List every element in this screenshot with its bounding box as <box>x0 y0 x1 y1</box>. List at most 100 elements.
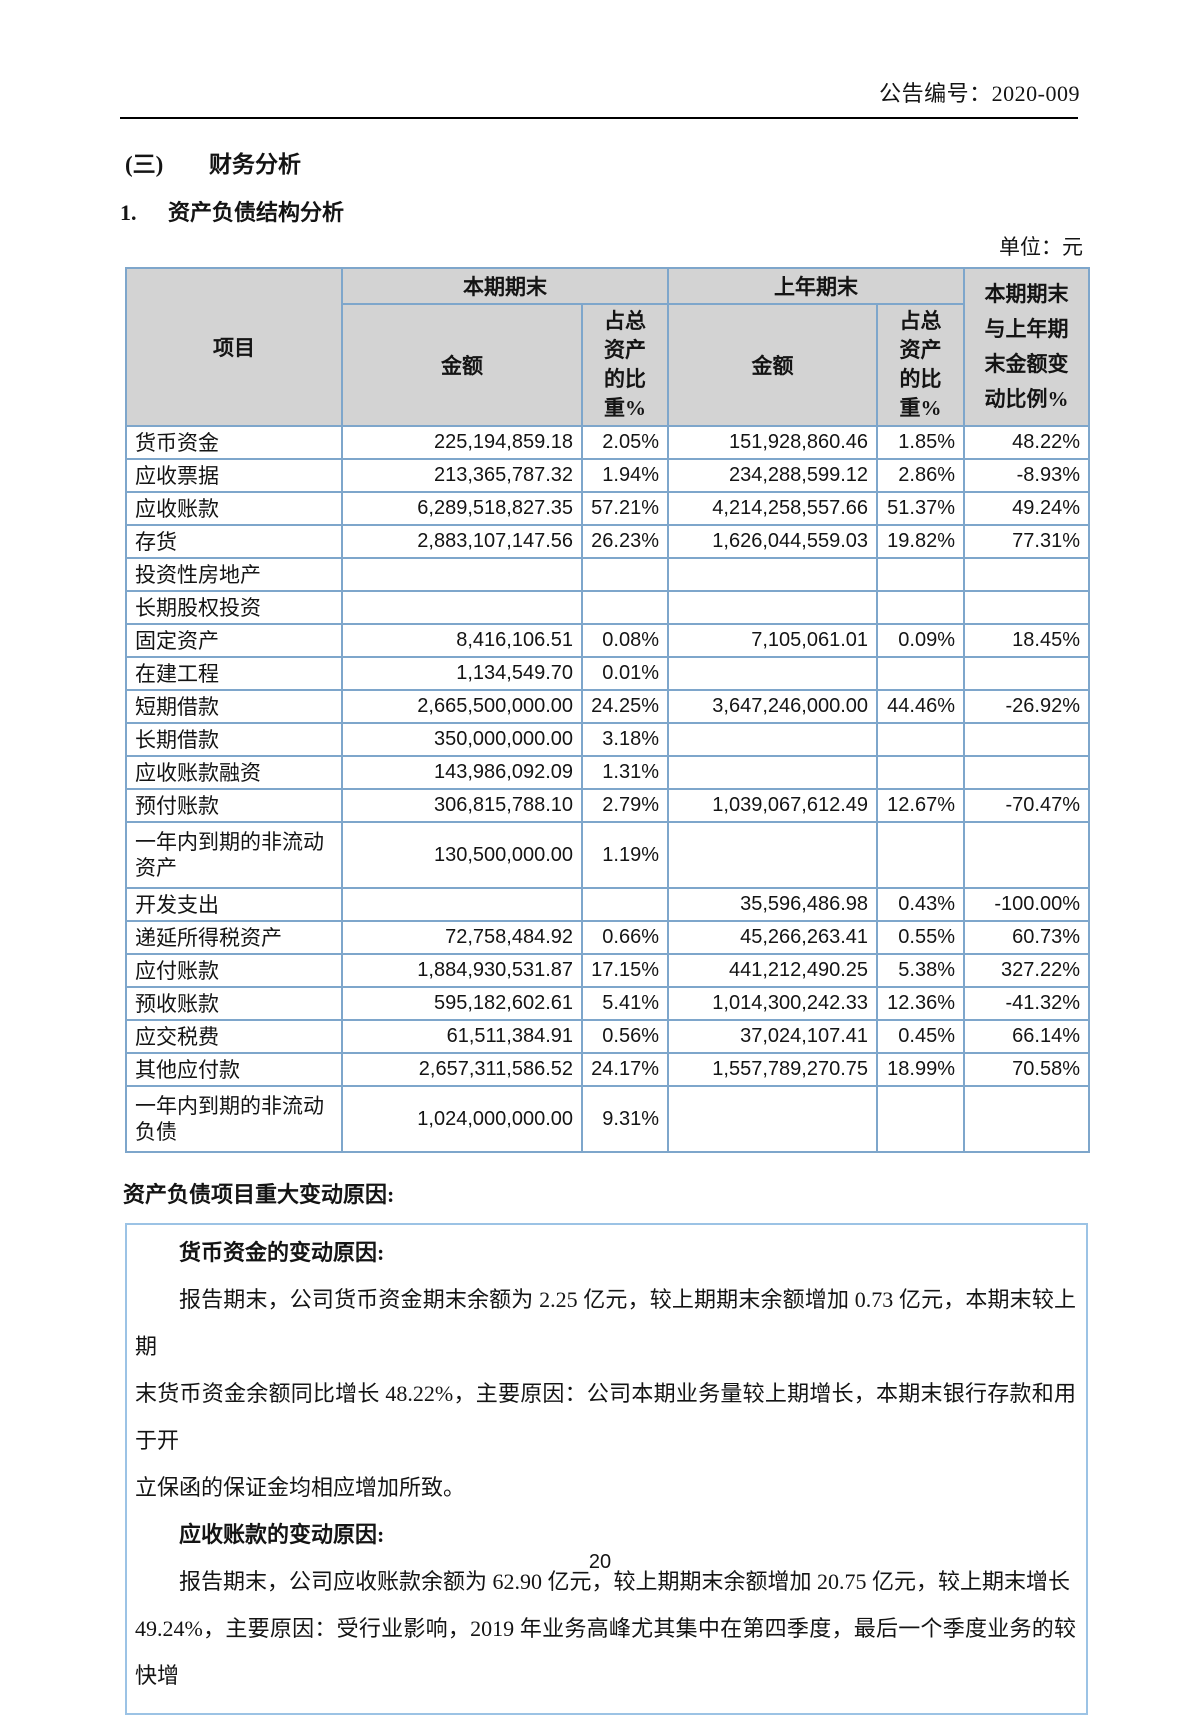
cell-ratio-current: 5.41% <box>581 986 669 1021</box>
header-cell-current-period: 本期期末 <box>341 267 669 305</box>
cell-change-ratio: 18.45% <box>963 623 1090 658</box>
cell-change-ratio <box>963 656 1090 691</box>
reasons-heading: 资产负债项目重大变动原因: <box>123 1182 395 1207</box>
table-row: 其他应付款 2,657,311,586.52 24.17% 1,557,789,270… <box>125 1052 1090 1087</box>
cell-item: 一年内到期的非流动资产 <box>125 821 343 889</box>
cell-change-ratio <box>963 590 1090 625</box>
cell-ratio-prior: 1.85% <box>876 425 965 460</box>
cell-item: 应收账款融资 <box>125 755 343 790</box>
cell-amount-prior <box>667 755 878 790</box>
cell-item: 在建工程 <box>125 656 343 691</box>
cell-change-ratio: 60.73% <box>963 920 1090 955</box>
cell-ratio-prior: 44.46% <box>876 689 965 724</box>
cell-amount-current: 130,500,000.00 <box>341 821 583 889</box>
reason-section-title: 应收账款的变动原因: <box>179 1522 385 1547</box>
cell-change-ratio: 66.14% <box>963 1019 1090 1054</box>
cell-ratio-prior: 18.99% <box>876 1052 965 1087</box>
cell-item: 长期股权投资 <box>125 590 343 625</box>
cell-ratio-current: 2.05% <box>581 425 669 460</box>
page-number: 20 <box>588 1551 612 1573</box>
cell-item: 其他应付款 <box>125 1052 343 1087</box>
table-header-group-row: 项目 本期期末 上年期末 本期期末 与上年期 末金额变 动比例% <box>125 267 1090 427</box>
table-row: 短期借款 2,665,500,000.00 24.25% 3,647,246,000.… <box>125 689 1090 724</box>
reason-section-title: 货币资金的变动原因: <box>179 1240 385 1265</box>
header-cell-amount-current: 金额 <box>341 303 583 427</box>
cell-ratio-prior: 0.43% <box>876 887 965 922</box>
cell-ratio-prior: 0.55% <box>876 920 965 955</box>
table-row: 应收账款融资 143,986,092.09 1.31% <box>125 755 1090 790</box>
cell-amount-current: 350,000,000.00 <box>341 722 583 757</box>
unit-label: 单位：元 <box>999 235 1083 259</box>
cell-amount-current: 306,815,788.10 <box>341 788 583 823</box>
cell-amount-current: 1,024,000,000.00 <box>341 1085 583 1153</box>
cell-ratio-prior <box>876 1085 965 1153</box>
cell-item: 投资性房地产 <box>125 557 343 592</box>
header-rule <box>120 117 1078 119</box>
cell-item: 开发支出 <box>125 887 343 922</box>
cell-change-ratio <box>963 1085 1090 1153</box>
table-header: 项目 本期期末 上年期末 本期期末 与上年期 末金额变 动比例% 金额 占总 资… <box>125 267 1090 427</box>
table-row: 预付账款 306,815,788.10 2.79% 1,039,067,612.49 1… <box>125 788 1090 823</box>
page-content: 公告编号：2020-009 (三) 财务分析 1. 资产负债结构分析 单位：元 项目… <box>120 0 1090 1715</box>
cell-amount-prior: 1,557,789,270.75 <box>667 1052 878 1087</box>
cell-amount-prior: 45,266,263.41 <box>667 920 878 955</box>
cell-amount-current <box>341 590 583 625</box>
header-cell-amount-prior: 金额 <box>667 303 878 427</box>
cell-amount-current: 1,884,930,531.87 <box>341 953 583 988</box>
header-cell-ratio-current: 占总 资产 的比 重% <box>581 303 669 427</box>
cell-amount-prior <box>667 821 878 889</box>
reason-text-line: 立保函的保证金均相应增加所致。 <box>135 1475 466 1500</box>
cell-amount-current: 225,194,859.18 <box>341 425 583 460</box>
subsection-heading: 1. 资产负债结构分析 <box>120 195 1088 227</box>
cell-amount-prior <box>667 656 878 691</box>
cell-amount-current: 1,134,549.70 <box>341 656 583 691</box>
cell-amount-current: 61,511,384.91 <box>341 1019 583 1054</box>
cell-item: 应付账款 <box>125 953 343 988</box>
subsection-title: 资产负债结构分析 <box>168 200 345 225</box>
cell-amount-prior <box>667 722 878 757</box>
cell-amount-current <box>341 557 583 592</box>
cell-amount-prior: 35,596,486.98 <box>667 887 878 922</box>
cell-amount-prior: 234,288,599.12 <box>667 458 878 493</box>
cell-amount-prior: 1,039,067,612.49 <box>667 788 878 823</box>
cell-item: 货币资金 <box>125 425 343 460</box>
cell-amount-current: 595,182,602.61 <box>341 986 583 1021</box>
cell-ratio-prior <box>876 722 965 757</box>
announcement-number: 公告编号：2020-009 <box>879 81 1080 106</box>
reason-text-line: 49.24%，主要原因：受行业影响，2019 年业务高峰尤其集中在第四季度，最后… <box>135 1616 1076 1688</box>
cell-ratio-prior: 19.82% <box>876 524 965 559</box>
cell-amount-current: 6,289,518,827.35 <box>341 491 583 526</box>
cell-ratio-prior <box>876 557 965 592</box>
cell-ratio-current: 1.19% <box>581 821 669 889</box>
cell-ratio-current: 0.66% <box>581 920 669 955</box>
cell-amount-current: 8,416,106.51 <box>341 623 583 658</box>
cell-item: 应收账款 <box>125 491 343 526</box>
cell-amount-current: 143,986,092.09 <box>341 755 583 790</box>
cell-ratio-prior: 51.37% <box>876 491 965 526</box>
reason-text-line: 末货币资金余额同比增长 48.22%，主要原因：公司本期业务量较上期增长，本期末… <box>135 1381 1076 1453</box>
cell-amount-prior <box>667 590 878 625</box>
cell-item: 长期借款 <box>125 722 343 757</box>
section-heading: (三) 财务分析 <box>120 145 1088 179</box>
cell-change-ratio: 77.31% <box>963 524 1090 559</box>
section-number: (三) <box>125 152 164 177</box>
balance-table-body: 货币资金 225,194,859.18 2.05% 151,928,860.46 1.8… <box>125 425 1090 1153</box>
cell-amount-prior: 37,024,107.41 <box>667 1019 878 1054</box>
cell-ratio-current: 2.79% <box>581 788 669 823</box>
table-row: 应收票据 213,365,787.32 1.94% 234,288,599.12 2.8… <box>125 458 1090 493</box>
table-row: 长期借款 350,000,000.00 3.18% <box>125 722 1090 757</box>
cell-change-ratio <box>963 722 1090 757</box>
cell-amount-prior: 1,014,300,242.33 <box>667 986 878 1021</box>
cell-item: 预付账款 <box>125 788 343 823</box>
table-row: 应付账款 1,884,930,531.87 17.15% 441,212,490.25… <box>125 953 1090 988</box>
cell-item: 应交税费 <box>125 1019 343 1054</box>
cell-ratio-current: 1.94% <box>581 458 669 493</box>
cell-amount-prior: 3,647,246,000.00 <box>667 689 878 724</box>
cell-item: 预收账款 <box>125 986 343 1021</box>
cell-ratio-prior: 5.38% <box>876 953 965 988</box>
cell-ratio-current: 24.25% <box>581 689 669 724</box>
cell-change-ratio: -41.32% <box>963 986 1090 1021</box>
cell-item: 存货 <box>125 524 343 559</box>
table-row: 长期股权投资 <box>125 590 1090 625</box>
cell-change-ratio: -26.92% <box>963 689 1090 724</box>
